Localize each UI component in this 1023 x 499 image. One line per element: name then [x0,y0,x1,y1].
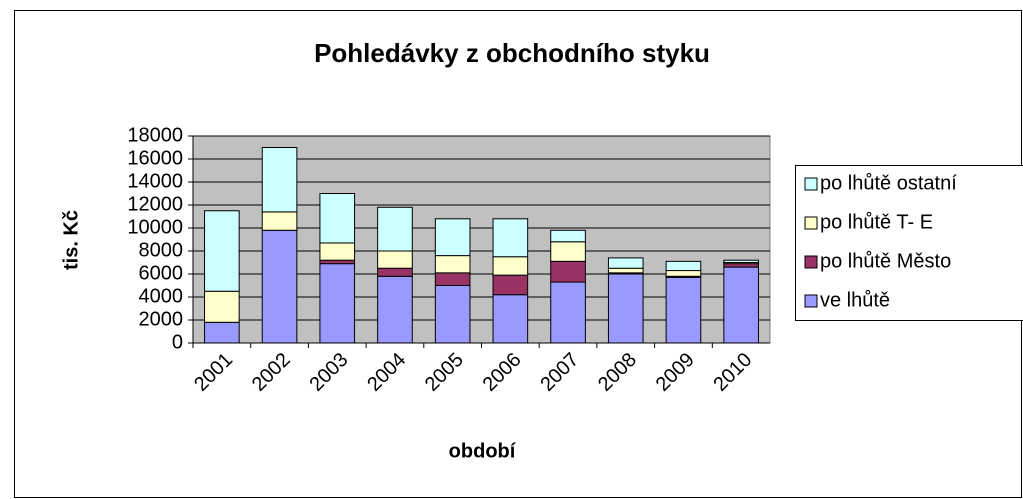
bar-segment [261,229,298,344]
bar-segment [319,263,356,344]
bar-segment [377,206,413,252]
bar-segment [723,259,759,264]
bar-segment [665,276,702,344]
legend-label: po lhůtě T- E [820,211,933,233]
legend-label: po lhůtě ostatní [820,172,957,194]
y-tick-label: 2000 [139,308,184,330]
bar-segment [204,321,240,344]
legend-swatch [804,255,818,269]
bar-segment [550,229,586,243]
y-tick-label: 0 [172,331,183,353]
bar-segment [550,281,586,344]
y-tick-label: 4000 [139,285,184,307]
bar-segment [434,255,471,274]
y-tick-label: 14000 [127,170,183,192]
bar-segment [550,260,586,283]
y-tick-label: 8000 [139,239,184,261]
bar-segment [377,275,413,344]
bar-segment [723,263,759,268]
bar-segment [261,147,298,213]
bar-segment [492,274,529,296]
bar-segment [492,294,529,344]
bar-segment [665,270,702,277]
bar-segment [607,267,644,274]
bar-segment [492,256,529,276]
bar-segment [723,266,759,344]
legend-swatch [804,177,818,191]
chart-title: Pohledávky z obchodního styku [314,38,710,68]
bar-segment [665,260,702,272]
legend-swatch [804,294,818,308]
bar-segment [492,218,529,258]
y-tick-label: 12000 [127,193,183,215]
bar-segment [204,290,240,323]
y-tick-label: 6000 [139,262,184,284]
legend-swatch [804,216,818,230]
bar-segment [607,257,644,269]
bar-segment [434,218,471,257]
legend-label: ve lhůtě [820,289,890,311]
bar-segment [434,272,471,287]
y-tick-label: 16000 [127,147,183,169]
bar-segment [261,211,298,231]
bar-segment [550,241,586,262]
bar-segment [607,273,644,344]
bar-segment [319,259,356,265]
y-axis-label: tis. Kč [60,210,82,270]
bar-segment [377,267,413,277]
legend [795,165,1023,321]
bar-segment [434,285,471,344]
bar-segment [204,210,240,292]
x-axis-label: období [449,440,517,462]
y-tick-label: 10000 [127,216,183,238]
bar-segment [319,242,356,261]
bar-segment [377,250,413,269]
y-tick-label: 18000 [127,124,183,146]
legend-label: po lhůtě Město [820,250,951,272]
bar-segment [319,193,356,244]
